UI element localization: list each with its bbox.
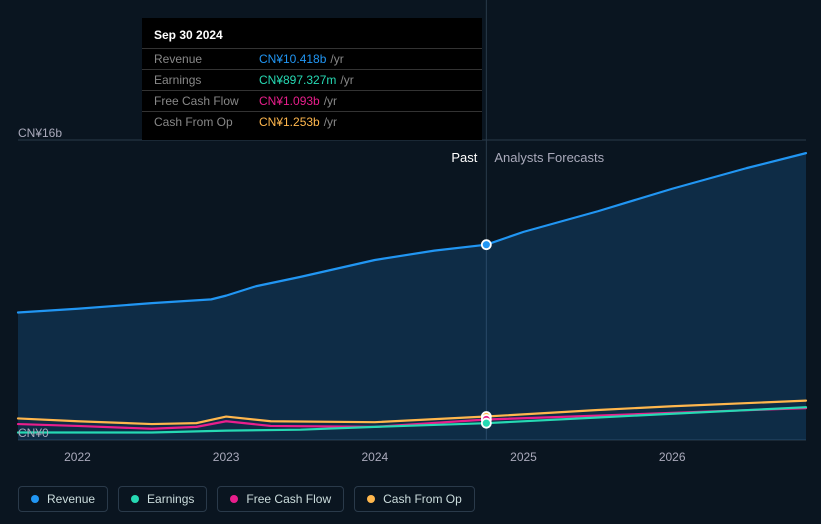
tooltip-metric-label: Cash From Op xyxy=(154,115,259,129)
tooltip-metric-value: CN¥10.418b xyxy=(259,52,326,66)
legend-label: Free Cash Flow xyxy=(246,492,331,506)
tooltip-row: Cash From OpCN¥1.253b/yr xyxy=(142,112,482,132)
tooltip-metric-suffix: /yr xyxy=(330,52,343,66)
tooltip-row: Free Cash FlowCN¥1.093b/yr xyxy=(142,91,482,112)
legend-dot-icon xyxy=(131,495,139,503)
legend-dot-icon xyxy=(230,495,238,503)
legend-label: Revenue xyxy=(47,492,95,506)
legend-item-cash_from_op[interactable]: Cash From Op xyxy=(354,486,475,512)
x-axis-year: 2025 xyxy=(510,450,537,464)
tooltip-metric-label: Revenue xyxy=(154,52,259,66)
legend-dot-icon xyxy=(31,495,39,503)
past-section-label: Past xyxy=(451,150,477,165)
legend-item-revenue[interactable]: Revenue xyxy=(18,486,108,512)
legend-dot-icon xyxy=(367,495,375,503)
tooltip-metric-value: CN¥1.253b xyxy=(259,115,320,129)
legend-item-free_cash_flow[interactable]: Free Cash Flow xyxy=(217,486,344,512)
tooltip-metric-label: Earnings xyxy=(154,73,259,87)
tooltip-date: Sep 30 2024 xyxy=(142,26,482,49)
financial-chart: CN¥16b CN¥0 Past Analysts Forecasts 2022… xyxy=(0,0,821,524)
y-axis-min-label: CN¥0 xyxy=(18,426,49,440)
tooltip-metric-suffix: /yr xyxy=(340,73,353,87)
x-axis-year: 2023 xyxy=(213,450,240,464)
legend-label: Earnings xyxy=(147,492,194,506)
chart-legend: Revenue Earnings Free Cash Flow Cash From O… xyxy=(18,486,475,512)
x-axis-year: 2022 xyxy=(64,450,91,464)
tooltip-metric-label: Free Cash Flow xyxy=(154,94,259,108)
x-axis-year: 2024 xyxy=(361,450,388,464)
tooltip-metric-suffix: /yr xyxy=(324,115,337,129)
tooltip-metric-suffix: /yr xyxy=(324,94,337,108)
y-axis-max-label: CN¥16b xyxy=(18,126,62,140)
data-tooltip: Sep 30 2024 RevenueCN¥10.418b/yrEarnings… xyxy=(142,18,482,140)
tooltip-row: EarningsCN¥897.327m/yr xyxy=(142,70,482,91)
tooltip-metric-value: CN¥1.093b xyxy=(259,94,320,108)
legend-label: Cash From Op xyxy=(383,492,462,506)
tooltip-metric-value: CN¥897.327m xyxy=(259,73,336,87)
legend-item-earnings[interactable]: Earnings xyxy=(118,486,207,512)
tooltip-row: RevenueCN¥10.418b/yr xyxy=(142,49,482,70)
forecast-section-label: Analysts Forecasts xyxy=(494,150,604,165)
x-axis-year: 2026 xyxy=(659,450,686,464)
